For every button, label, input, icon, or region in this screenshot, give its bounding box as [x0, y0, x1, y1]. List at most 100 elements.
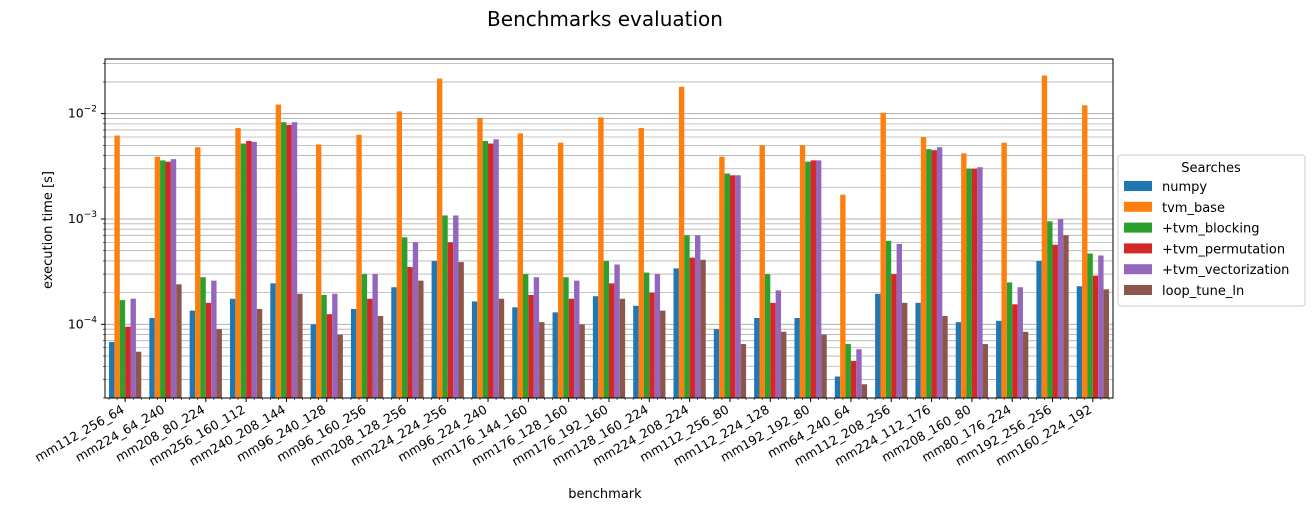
bar	[442, 215, 448, 398]
bar	[977, 167, 983, 398]
bar	[764, 274, 771, 398]
bar	[619, 298, 626, 398]
bar	[861, 384, 868, 398]
bar	[1017, 287, 1023, 398]
bar	[719, 156, 725, 398]
legend-swatch	[1124, 222, 1152, 233]
bar	[482, 140, 489, 399]
bar	[891, 274, 897, 398]
bar	[574, 280, 580, 398]
bar	[135, 351, 142, 398]
legend-items: numpy tvm_base +tvm_blocking +tvm_permutati…	[1124, 180, 1289, 299]
bar	[633, 305, 639, 398]
bar	[170, 159, 177, 398]
bar	[955, 322, 962, 398]
bar	[154, 156, 161, 398]
bar	[740, 344, 747, 398]
bar	[391, 287, 397, 398]
bar	[1052, 244, 1058, 398]
bar	[856, 349, 862, 398]
bar	[845, 344, 851, 398]
bar	[713, 329, 720, 398]
y-tick-label: 10−4	[68, 315, 97, 331]
bar	[281, 122, 287, 399]
bar	[189, 310, 196, 398]
bar	[724, 173, 730, 398]
bar	[920, 137, 927, 398]
bar	[821, 334, 827, 398]
bar	[1087, 253, 1093, 398]
bar	[1098, 255, 1104, 398]
bar	[557, 142, 564, 398]
bar	[729, 175, 736, 398]
bar	[119, 300, 126, 398]
bar	[216, 329, 222, 398]
legend-label: tvm_base	[1162, 201, 1225, 216]
bar	[256, 308, 263, 398]
bar	[654, 274, 661, 398]
bar	[592, 296, 599, 398]
bar	[477, 117, 483, 398]
bar	[603, 260, 609, 398]
bar	[109, 342, 115, 398]
bar	[310, 324, 317, 398]
bar	[673, 268, 679, 398]
legend-label: numpy	[1162, 180, 1207, 195]
bar	[517, 133, 523, 398]
bar	[598, 117, 604, 398]
bar	[125, 326, 131, 398]
bar	[165, 161, 171, 398]
bar	[316, 144, 322, 398]
bar	[1082, 105, 1088, 399]
bar	[412, 242, 419, 398]
bar	[1036, 260, 1042, 398]
bar	[533, 277, 540, 398]
x-axis-label: benchmark	[568, 487, 642, 502]
bar	[211, 280, 217, 398]
bar	[971, 168, 978, 398]
bar	[270, 283, 276, 398]
bar	[781, 331, 787, 398]
y-tick-label: 10−2	[68, 105, 97, 121]
bar	[880, 112, 886, 398]
y-tick-label: 10−3	[68, 210, 97, 226]
bar	[660, 310, 666, 398]
bar	[522, 274, 529, 398]
bar	[834, 376, 841, 398]
bar	[275, 104, 282, 399]
bar	[775, 290, 782, 398]
bar	[966, 168, 972, 398]
bar	[1057, 218, 1064, 398]
legend-swatch	[1124, 285, 1152, 295]
y-axis-label: execution time [s]	[41, 171, 56, 289]
bar	[453, 215, 459, 398]
bar	[114, 135, 120, 399]
bar	[568, 298, 575, 398]
bar	[1022, 331, 1029, 398]
bar	[1063, 235, 1069, 398]
bar	[488, 143, 494, 398]
bar	[885, 240, 892, 398]
bar	[235, 128, 241, 398]
bar	[297, 293, 303, 398]
bar	[563, 277, 569, 398]
bar	[850, 360, 857, 398]
bar	[759, 145, 765, 398]
bar	[770, 302, 776, 398]
bar	[799, 145, 806, 398]
bar	[1041, 75, 1048, 398]
legend-label: +tvm_vectorization	[1162, 263, 1289, 278]
bar	[684, 235, 690, 398]
bar	[350, 308, 357, 398]
legend-swatch	[1124, 243, 1152, 254]
bars-group	[109, 75, 1109, 399]
bar	[1103, 289, 1109, 398]
legend: Searches numpy tvm_base +tvm_blocking +tvm_…	[1117, 154, 1306, 307]
bar	[735, 175, 741, 398]
bar	[609, 283, 615, 398]
legend-label: +tvm_blocking	[1162, 222, 1259, 237]
legend-label: loop_tune_ln	[1162, 284, 1244, 299]
bar	[251, 141, 257, 398]
bar	[200, 277, 206, 398]
bar	[149, 317, 155, 398]
